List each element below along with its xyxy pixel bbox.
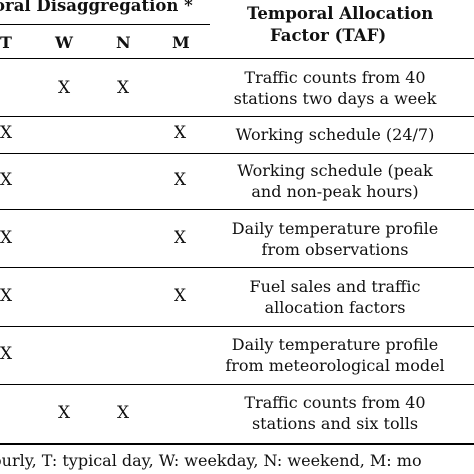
taf-header-line1: Temporal Allocation: [247, 4, 434, 23]
cell-r3-t: X: [0, 170, 13, 190]
cell-r6-t: X: [0, 344, 13, 364]
cell-r3-m: X: [174, 170, 187, 190]
taf-r7: Traffic counts from 40 stations and six t…: [244, 393, 426, 433]
group-header: oral Disaggregation *: [0, 0, 193, 15]
taf-r1: Traffic counts from 40 stations two days …: [233, 68, 437, 108]
col-header-m: M: [172, 33, 190, 52]
cell-r4-t: X: [0, 228, 13, 248]
taf-r6: Daily temperature profile from meteorolog…: [225, 335, 445, 375]
cell-r7-n: X: [117, 403, 130, 423]
col-header-t: T: [0, 33, 12, 52]
row-rule-4: [0, 267, 474, 268]
col-header-w: W: [55, 33, 73, 52]
table-bottom-rule: [0, 443, 474, 445]
row-rule-3: [0, 209, 474, 210]
taf-r2: Working schedule (24/7): [235, 125, 435, 144]
taf-r4: Daily temperature profile from observatio…: [231, 219, 439, 259]
cell-r2-t: X: [0, 123, 13, 143]
taf-r3: Working schedule (peak and non-peak hours…: [237, 161, 433, 201]
row-rule-6: [0, 384, 474, 385]
header-bottom-rule: [0, 58, 474, 59]
cell-r5-t: X: [0, 286, 13, 306]
col-header-n: N: [116, 33, 131, 52]
row-rule-5: [0, 326, 474, 327]
group-header-rule: [0, 24, 210, 25]
cell-r1-n: X: [117, 78, 130, 98]
footnote: ourly, T: typical day, W: weekday, N: we…: [0, 451, 422, 470]
row-rule-1: [0, 116, 474, 117]
cell-r1-w: X: [58, 78, 71, 98]
cell-r7-w: X: [58, 403, 71, 423]
cell-r4-m: X: [174, 228, 187, 248]
row-rule-2: [0, 153, 474, 154]
cell-r5-m: X: [174, 286, 187, 306]
cell-r2-m: X: [174, 123, 187, 143]
taf-header-line2: Factor (TAF): [270, 26, 387, 45]
taf-r5: Fuel sales and traffic allocation factors: [249, 277, 421, 317]
